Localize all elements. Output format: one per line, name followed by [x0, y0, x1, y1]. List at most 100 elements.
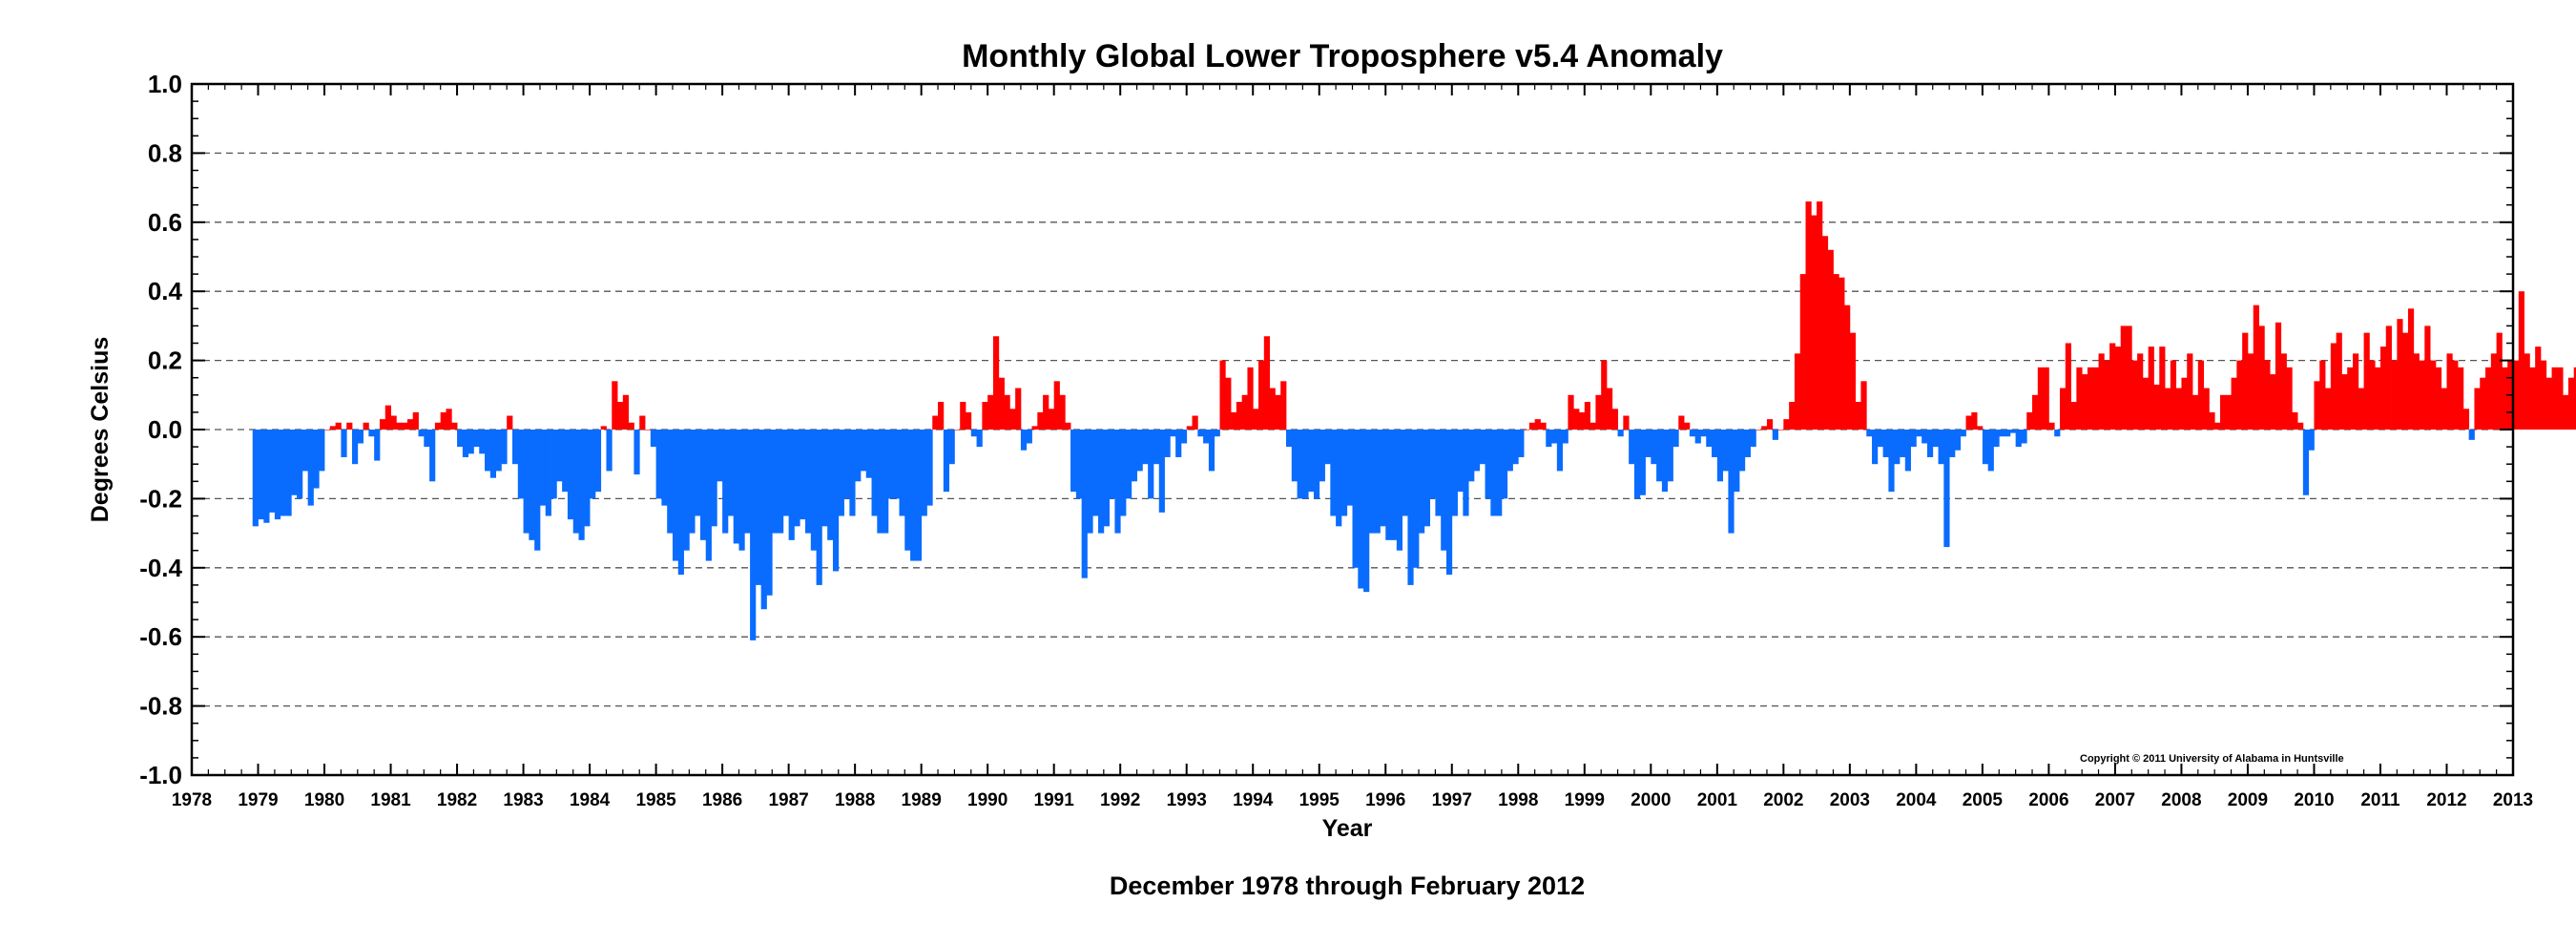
anomaly-bar	[1153, 430, 1160, 465]
anomaly-bar	[943, 430, 950, 493]
anomaly-bar	[590, 430, 596, 499]
anomaly-bar	[1987, 430, 1994, 472]
x-tick-label: 1981	[370, 790, 411, 810]
anomaly-bar	[606, 430, 613, 472]
anomaly-bar	[297, 430, 303, 499]
anomaly-bar	[1423, 430, 1430, 527]
anomaly-bar	[1407, 430, 1414, 585]
anomaly-bar	[865, 430, 872, 478]
anomaly-bar	[1164, 430, 1171, 457]
anomaly-bar	[280, 430, 286, 516]
anomaly-bar	[1031, 426, 1038, 430]
anomaly-bar	[1579, 411, 1586, 430]
anomaly-bar	[2087, 367, 2094, 430]
x-tick-label: 1993	[1167, 790, 1207, 810]
anomaly-bar	[351, 430, 359, 465]
anomaly-bar	[1651, 430, 1657, 465]
anomaly-bar	[1894, 430, 1901, 465]
anomaly-bar	[1667, 430, 1673, 482]
anomaly-bar	[910, 430, 917, 561]
anomaly-bar	[1728, 430, 1735, 534]
anomaly-bar	[766, 430, 773, 596]
anomaly-bar	[1761, 426, 1768, 430]
anomaly-bar	[661, 430, 668, 506]
anomaly-bar	[1048, 409, 1055, 430]
anomaly-bar	[2369, 360, 2376, 430]
anomaly-bar	[2446, 353, 2453, 430]
anomaly-bar	[346, 422, 353, 430]
anomaly-bar	[1938, 430, 1944, 465]
anomaly-bar	[363, 422, 369, 430]
anomaly-bar	[2231, 377, 2237, 430]
anomaly-bar	[1706, 430, 1713, 448]
anomaly-bar	[877, 430, 883, 534]
anomaly-bar	[319, 430, 325, 472]
anomaly-bar	[584, 430, 591, 527]
x-tick-label: 2005	[1963, 790, 2004, 810]
anomaly-bar	[1943, 430, 1950, 548]
anomaly-bar	[755, 430, 762, 585]
anomaly-bar	[2270, 374, 2276, 430]
anomaly-bar	[1396, 430, 1403, 551]
anomaly-bar	[667, 430, 674, 534]
anomaly-bar	[495, 430, 502, 472]
anomaly-bar	[2021, 430, 2027, 444]
anomaly-bar	[2214, 422, 2221, 430]
anomaly-bar	[1639, 430, 1646, 495]
anomaly-bar	[462, 430, 469, 457]
x-tick-label: 2010	[2294, 790, 2334, 810]
anomaly-bar	[705, 430, 712, 561]
anomaly-bar	[551, 430, 557, 499]
anomaly-bar	[1949, 430, 1956, 457]
anomaly-bar	[2148, 346, 2154, 430]
anomaly-bar	[2545, 377, 2552, 430]
anomaly-bar	[1065, 422, 1071, 430]
anomaly-bar	[1479, 430, 1485, 465]
x-tick-labels: 1978 1979 1980 1981 1982 1983 1984 1985 1986 1987…	[172, 790, 2533, 810]
anomaly-bar	[1142, 430, 1149, 465]
anomaly-bar	[1922, 430, 1928, 444]
anomaly-bar	[1053, 381, 1060, 430]
anomaly-bar	[782, 430, 790, 516]
anomaly-bar	[446, 409, 452, 430]
anomaly-bar	[1993, 430, 2000, 448]
x-tick-label: 1984	[570, 790, 611, 810]
anomaly-bar	[1197, 430, 1204, 437]
anomaly-bar	[883, 430, 889, 534]
anomaly-bar	[1485, 430, 1491, 499]
y-tick-label: -1.0	[139, 761, 182, 789]
anomaly-bar	[2009, 430, 2017, 433]
anomaly-bar	[291, 430, 298, 495]
anomaly-bar	[1247, 367, 1254, 430]
anomaly-bar	[2358, 388, 2364, 430]
anomaly-bar	[1716, 430, 1724, 482]
anomaly-bar	[2203, 388, 2210, 430]
anomaly-bar	[2563, 394, 2569, 430]
anomaly-bar	[1070, 430, 1077, 493]
anomaly-bar	[1689, 430, 1696, 437]
anomaly-bar	[2567, 377, 2575, 430]
x-tick-label: 2011	[2360, 790, 2400, 810]
anomaly-bar	[899, 430, 905, 516]
anomaly-bar	[457, 430, 464, 448]
anomaly-bar	[2413, 353, 2420, 430]
anomaly-bar	[617, 402, 624, 430]
y-tick-label: -0.2	[139, 484, 182, 513]
x-tick-label: 1986	[702, 790, 742, 810]
anomaly-bar	[1700, 430, 1707, 437]
anomaly-bar	[2159, 346, 2166, 430]
anomaly-bar	[2048, 422, 2055, 430]
anomaly-bar	[2441, 388, 2447, 430]
y-tick-label: 0.4	[148, 277, 183, 305]
anomaly-bar	[1910, 430, 1917, 448]
anomaly-bar	[2302, 430, 2310, 495]
anomaly-bar	[1866, 430, 1873, 437]
anomaly-bar	[2209, 411, 2215, 430]
anomaly-bar	[727, 430, 735, 516]
anomaly-bar	[1656, 430, 1663, 482]
anomaly-bar	[1684, 422, 1691, 430]
anomaly-bar	[2485, 367, 2492, 430]
anomaly-bar	[655, 430, 662, 499]
anomaly-bar	[1623, 415, 1630, 430]
